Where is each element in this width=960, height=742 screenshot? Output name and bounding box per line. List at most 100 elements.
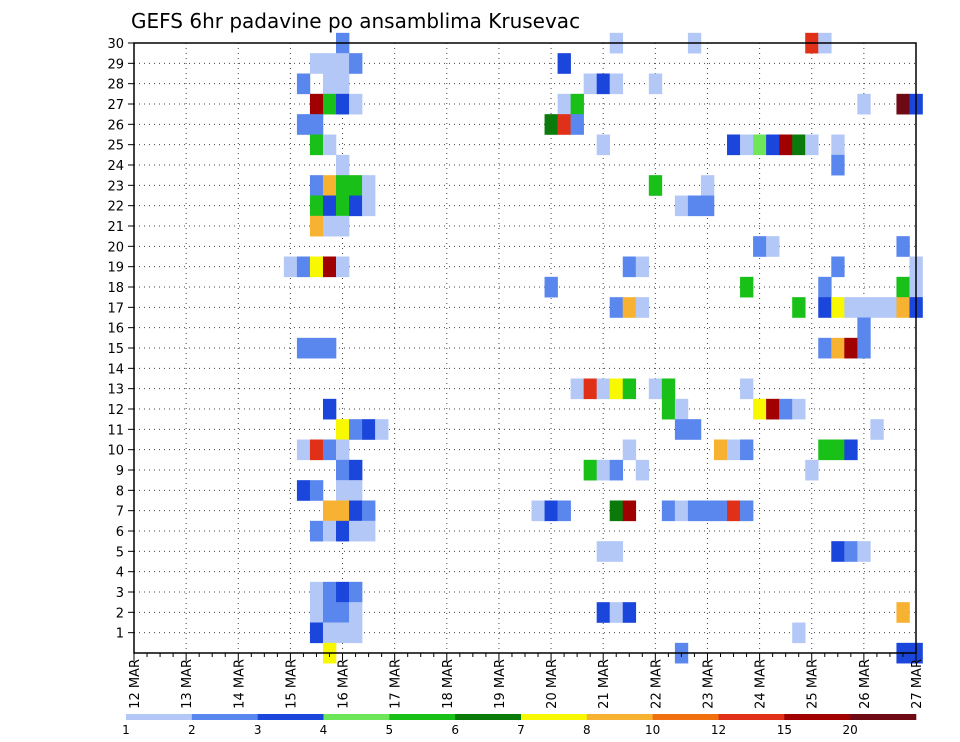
heatmap-cell <box>700 175 715 196</box>
heatmap-cell <box>362 520 376 542</box>
colorbar-label: 20 <box>843 723 858 737</box>
heatmap-cell <box>766 236 780 257</box>
heatmap-cell <box>322 195 337 217</box>
heatmap-cell <box>844 541 858 562</box>
heatmap-cell <box>596 602 611 623</box>
heatmap-cell <box>831 297 845 318</box>
heatmap-cell <box>336 622 350 644</box>
heatmap-cell <box>544 114 558 135</box>
heatmap-cell <box>336 93 350 115</box>
colorbar-label: 6 <box>451 723 459 737</box>
heatmap-cell <box>609 73 624 95</box>
y-tick-label: 8 <box>116 484 124 499</box>
heatmap-cell <box>687 419 702 440</box>
y-tick-label: 24 <box>107 159 124 174</box>
heatmap-cell <box>322 134 337 156</box>
heatmap-cell <box>336 175 350 196</box>
colorbar-label: 4 <box>320 723 328 737</box>
heatmap-cell <box>362 195 376 217</box>
heatmap-cell <box>322 175 337 196</box>
heatmap-cell <box>309 602 324 623</box>
y-tick-label: 9 <box>116 464 124 479</box>
x-tick-label: 16 MAR <box>337 659 352 709</box>
heatmap-cell <box>779 134 793 156</box>
heatmap-cell <box>336 439 350 461</box>
heatmap-cell <box>635 256 650 278</box>
heatmap-cell <box>713 439 728 461</box>
x-tick-label: 19 MAR <box>493 659 508 709</box>
heatmap-cell <box>870 297 884 318</box>
heatmap-cell <box>309 256 324 278</box>
y-tick-label: 11 <box>107 423 124 438</box>
y-tick-label: 5 <box>116 545 124 560</box>
heatmap-cell <box>831 337 845 359</box>
heatmap-cell <box>309 195 324 217</box>
heatmap-cell <box>700 195 715 217</box>
colorbar-swatch <box>586 714 653 720</box>
heatmap-cell <box>727 500 741 522</box>
heatmap-cell <box>818 337 832 359</box>
heatmap-cell <box>740 500 754 522</box>
heatmap-cell <box>687 500 702 522</box>
heatmap-cell <box>648 378 663 400</box>
heatmap-cell <box>570 93 584 115</box>
heatmap-cell <box>309 175 324 196</box>
heatmap-cell <box>622 378 637 400</box>
y-tick-label: 22 <box>107 200 124 215</box>
y-tick-label: 6 <box>116 525 124 540</box>
colorbar-swatch <box>652 714 719 720</box>
heatmap-cell <box>596 378 611 400</box>
heatmap-cell <box>622 500 637 522</box>
heatmap-cell <box>309 581 324 603</box>
heatmap-cell <box>713 500 728 522</box>
heatmap-cell <box>609 602 624 623</box>
x-tick-label: 24 MAR <box>754 659 769 709</box>
heatmap-cell <box>583 73 597 95</box>
heatmap-cell <box>309 439 324 461</box>
y-tick-label: 1 <box>116 627 124 642</box>
heatmap-cell <box>349 195 363 217</box>
heatmap-cell <box>818 297 832 318</box>
x-tick-label: 22 MAR <box>649 659 664 709</box>
heatmap-cell <box>375 419 389 440</box>
heatmap-cell <box>896 93 910 115</box>
heatmap-cell <box>674 500 689 522</box>
heatmap-cell <box>349 622 363 644</box>
heatmap-cell <box>322 93 337 115</box>
heatmap-cell <box>766 398 780 420</box>
heatmap-cell <box>635 297 650 318</box>
heatmap-cell <box>322 581 337 603</box>
y-tick-label: 12 <box>107 403 124 418</box>
x-tick-label: 27 MAR <box>910 659 925 709</box>
heatmap-cell <box>674 398 689 420</box>
x-tick-label: 20 MAR <box>545 659 560 709</box>
heatmap-cell <box>557 500 571 522</box>
heatmap-cell <box>349 500 363 522</box>
heatmap-cell <box>322 500 337 522</box>
heatmap-cells <box>283 32 923 664</box>
heatmap-cell <box>570 114 584 135</box>
heatmap-cell <box>336 256 350 278</box>
heatmap-cell <box>322 398 337 420</box>
heatmap-cell <box>296 439 311 461</box>
heatmap-cell <box>309 93 324 115</box>
heatmap-cell <box>322 439 337 461</box>
colorbar-swatch <box>191 714 258 720</box>
y-tick-label: 25 <box>107 139 124 154</box>
y-tick-label: 30 <box>107 37 124 52</box>
y-tick-label: 13 <box>107 383 124 398</box>
heatmap-cell <box>570 378 584 400</box>
colorbar-swatch <box>455 714 522 720</box>
y-tick-label: 26 <box>107 118 124 133</box>
heatmap-cell <box>296 114 311 135</box>
heatmap-cell <box>336 53 350 74</box>
colorbar-swatch <box>323 714 390 720</box>
heatmap-cell <box>857 297 871 318</box>
heatmap-cell <box>336 215 350 237</box>
heatmap-cell <box>740 276 754 298</box>
colorbar-label: 5 <box>386 723 394 737</box>
heatmap-cell <box>336 154 350 176</box>
y-tick-label: 7 <box>116 505 124 520</box>
x-tick-label: 14 MAR <box>232 659 247 709</box>
heatmap-cell <box>557 53 571 74</box>
